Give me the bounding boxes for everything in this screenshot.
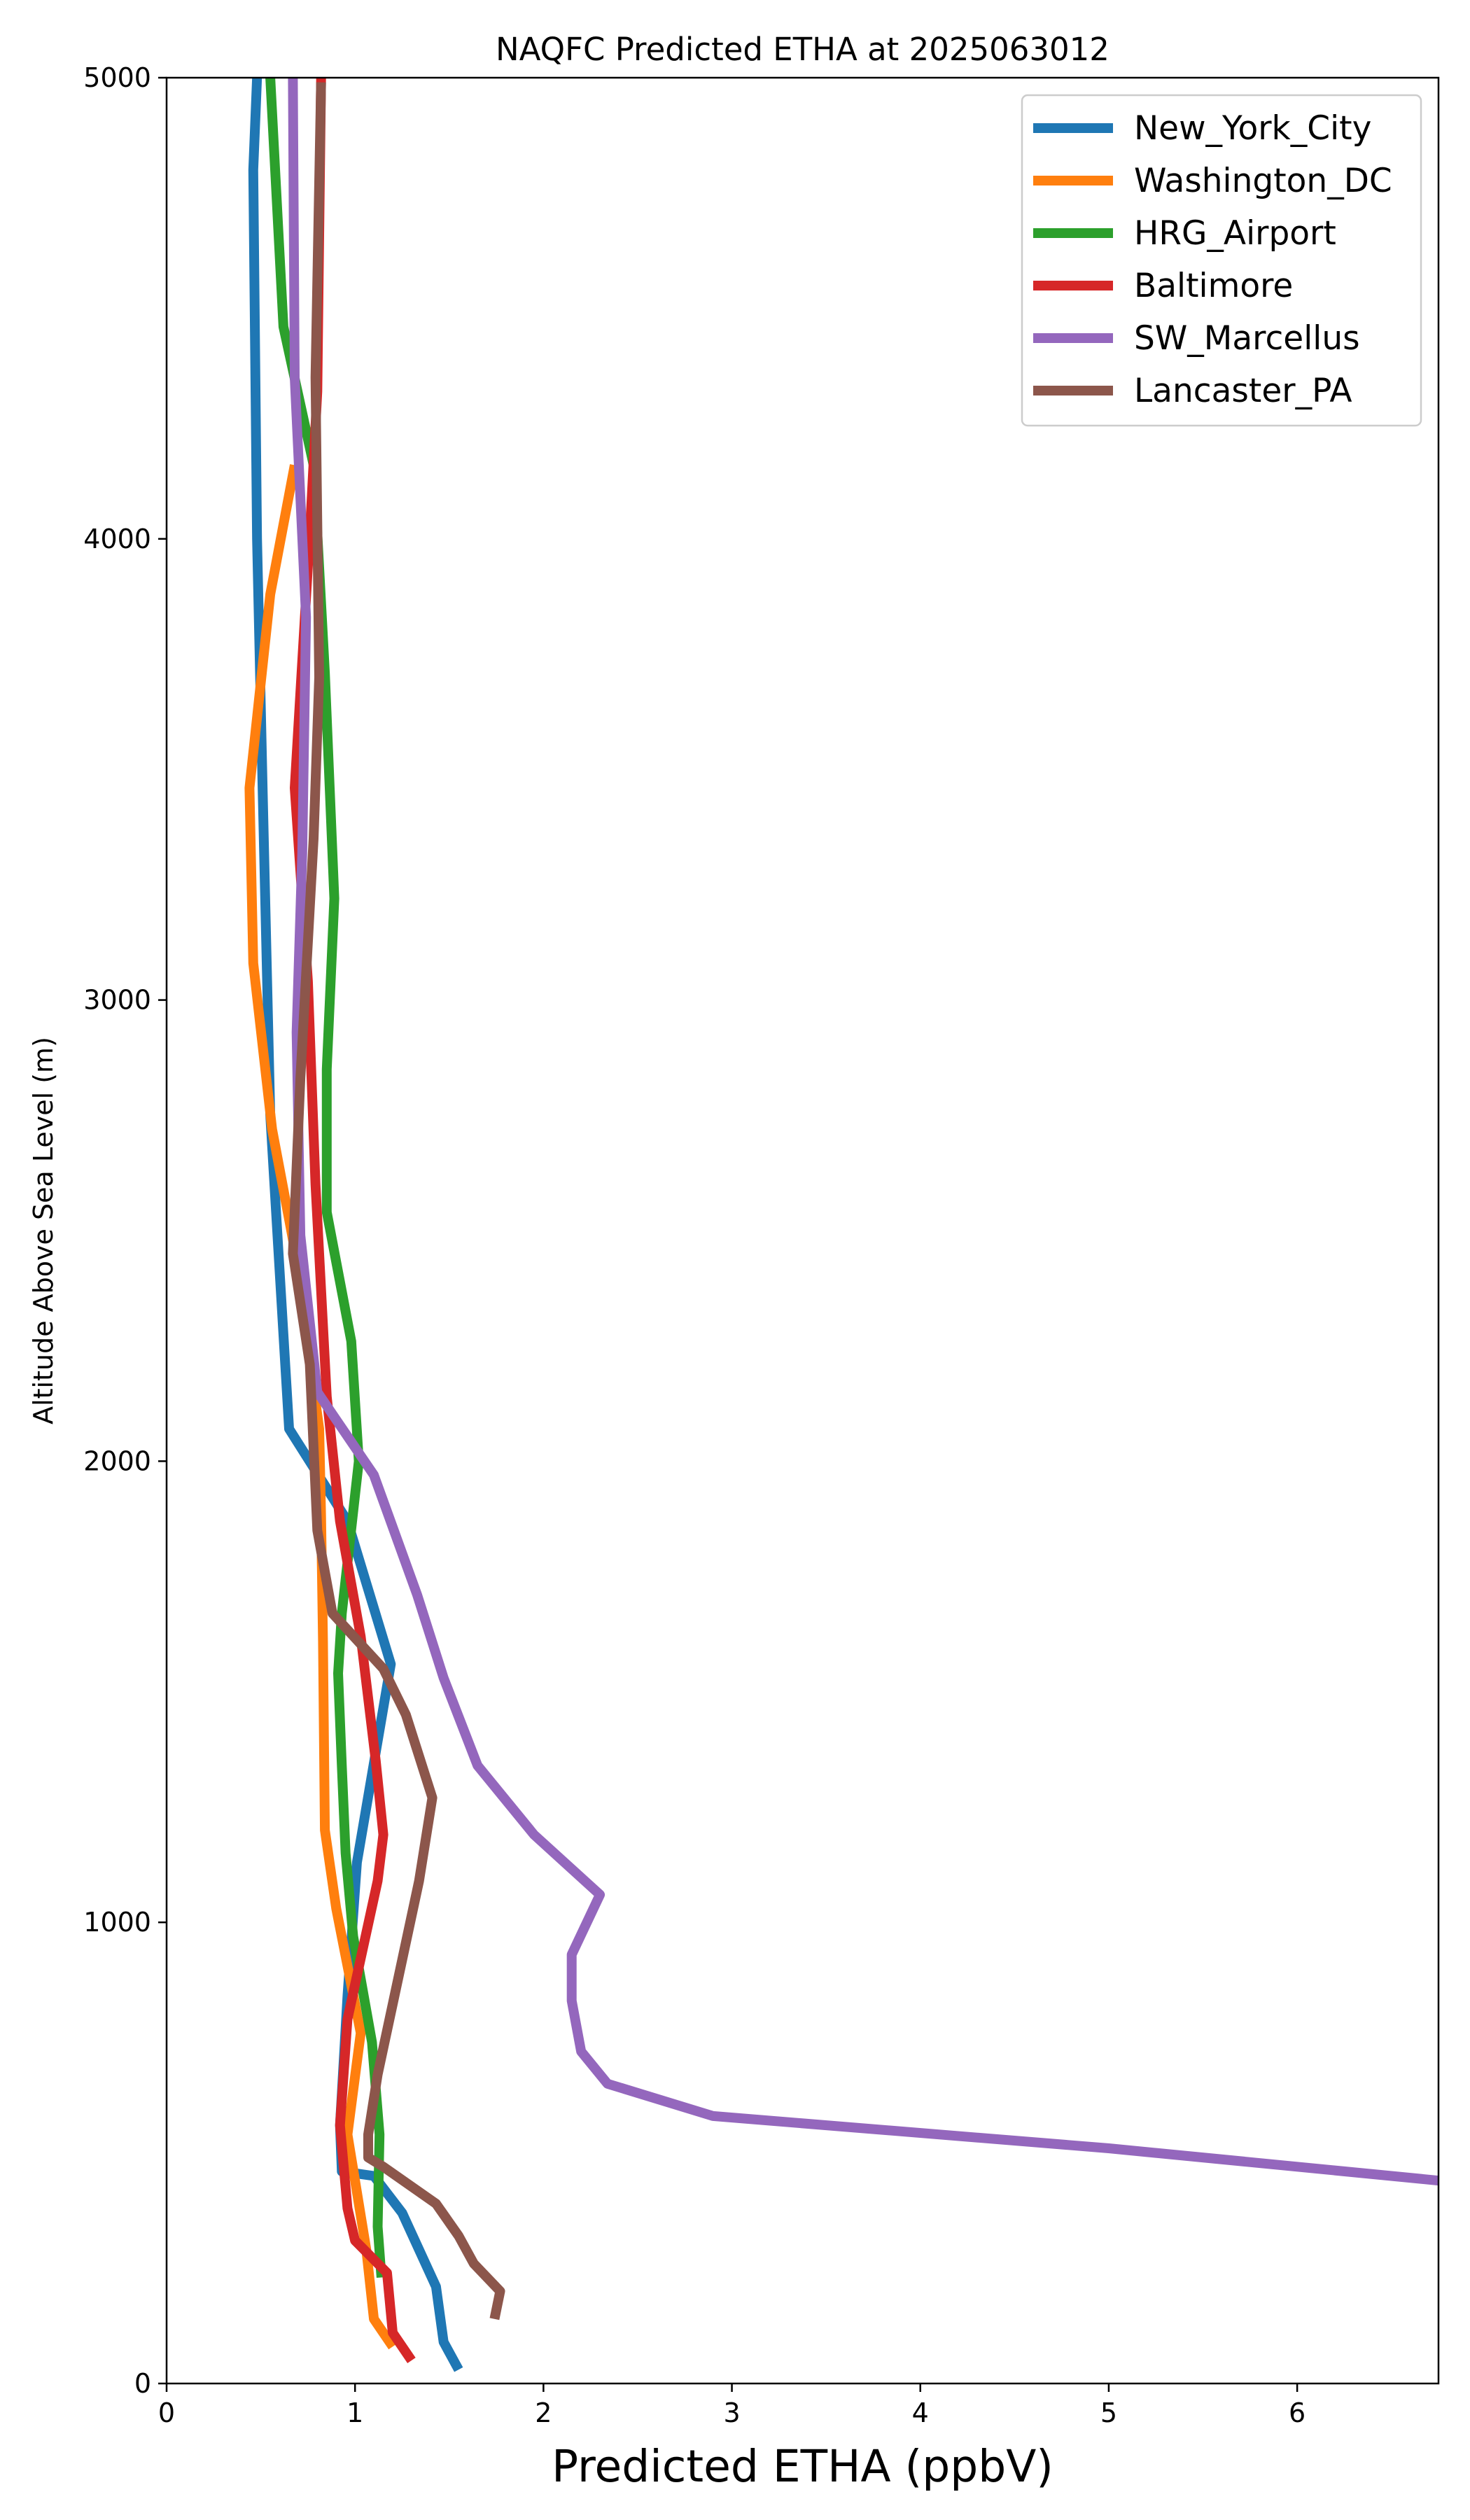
- y-axis: 0 1000 2000 3000 4000 5000: [83, 62, 167, 2399]
- plot-frame: [165, 76, 1440, 2385]
- y-tick-label: 5000: [83, 62, 151, 93]
- y-tick-label: 0: [134, 2368, 151, 2399]
- chart-title: NAQFC Predicted ETHA at 2025063012: [496, 31, 1110, 68]
- x-tick-label: 5: [1100, 2398, 1117, 2428]
- legend-label-washington-dc: Washington_DC: [1134, 162, 1392, 200]
- legend-label-baltimore: Baltimore: [1134, 267, 1293, 305]
- y-tick-label: 2000: [83, 1446, 151, 1476]
- plot-area: [167, 78, 1438, 2384]
- series-line-lancaster-pa: [288, 82, 505, 2320]
- x-tick-label: 3: [723, 2398, 740, 2428]
- legend-box: [1021, 94, 1422, 427]
- series-line-washington-dc: [244, 464, 397, 2350]
- y-axis-label: Altitude Above Sea Level (m): [28, 1037, 59, 1424]
- x-tick-label: 6: [1289, 2398, 1306, 2428]
- legend-label-sw-marcellus: SW_Marcellus: [1134, 319, 1360, 358]
- legend-label-hrg-airport: HRG_Airport: [1134, 214, 1336, 253]
- x-tick-label: 1: [346, 2398, 363, 2428]
- series-line-sw-marcellus: [288, 78, 1438, 2186]
- y-tick-label: 1000: [83, 1907, 151, 1938]
- y-tick-label: 4000: [83, 524, 151, 554]
- x-tick-label: 4: [912, 2398, 929, 2428]
- legend-label-new-york-city: New_York_City: [1134, 109, 1371, 148]
- x-axis: 0 1 2 3 4 5 6: [158, 2384, 1306, 2428]
- legend: New_York_City Washington_DC HRG_Airport Bal…: [1021, 94, 1422, 427]
- y-tick-label: 3000: [83, 985, 151, 1016]
- x-tick-label: 0: [158, 2398, 175, 2428]
- series-layer: [244, 78, 1438, 2372]
- x-axis-label: Predicted ETHA (ppbV): [552, 2441, 1054, 2492]
- legend-label-lancaster-pa: Lancaster_PA: [1134, 372, 1352, 410]
- x-tick-label: 2: [535, 2398, 552, 2428]
- series-line-baltimore: [290, 78, 416, 2364]
